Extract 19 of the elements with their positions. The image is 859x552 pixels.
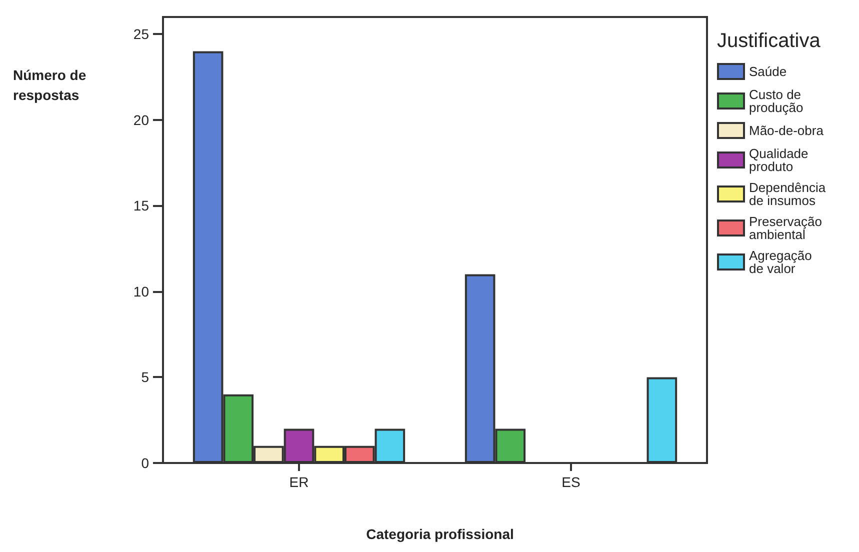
legend-label: Agregação de valor — [749, 248, 812, 276]
x-axis-title: Categoria profissional — [366, 526, 514, 542]
x-tick-label: ER — [289, 474, 309, 490]
y-tick-label: 20 — [133, 112, 150, 128]
y-axis-title: Número de respostas — [13, 67, 90, 103]
legend-label: Saúde — [749, 64, 787, 79]
bar — [646, 377, 678, 463]
y-tick-label: 15 — [133, 198, 150, 214]
legend-label: Dependência de insumos — [749, 180, 826, 208]
y-tick-label: 10 — [133, 283, 150, 300]
legend-label: Custo de produção — [749, 87, 804, 115]
legend-label: Mão-de-obra — [749, 123, 824, 138]
x-tick-label: ES — [562, 474, 580, 490]
y-tick-label: 5 — [141, 369, 150, 386]
y-tick-label: 0 — [141, 455, 150, 471]
y-tick-label: 25 — [133, 26, 150, 42]
legend-label: Qualidade produto — [749, 146, 808, 174]
legend-title: Justificativa — [717, 30, 822, 52]
legend-label: Preservação ambiental — [749, 214, 822, 242]
